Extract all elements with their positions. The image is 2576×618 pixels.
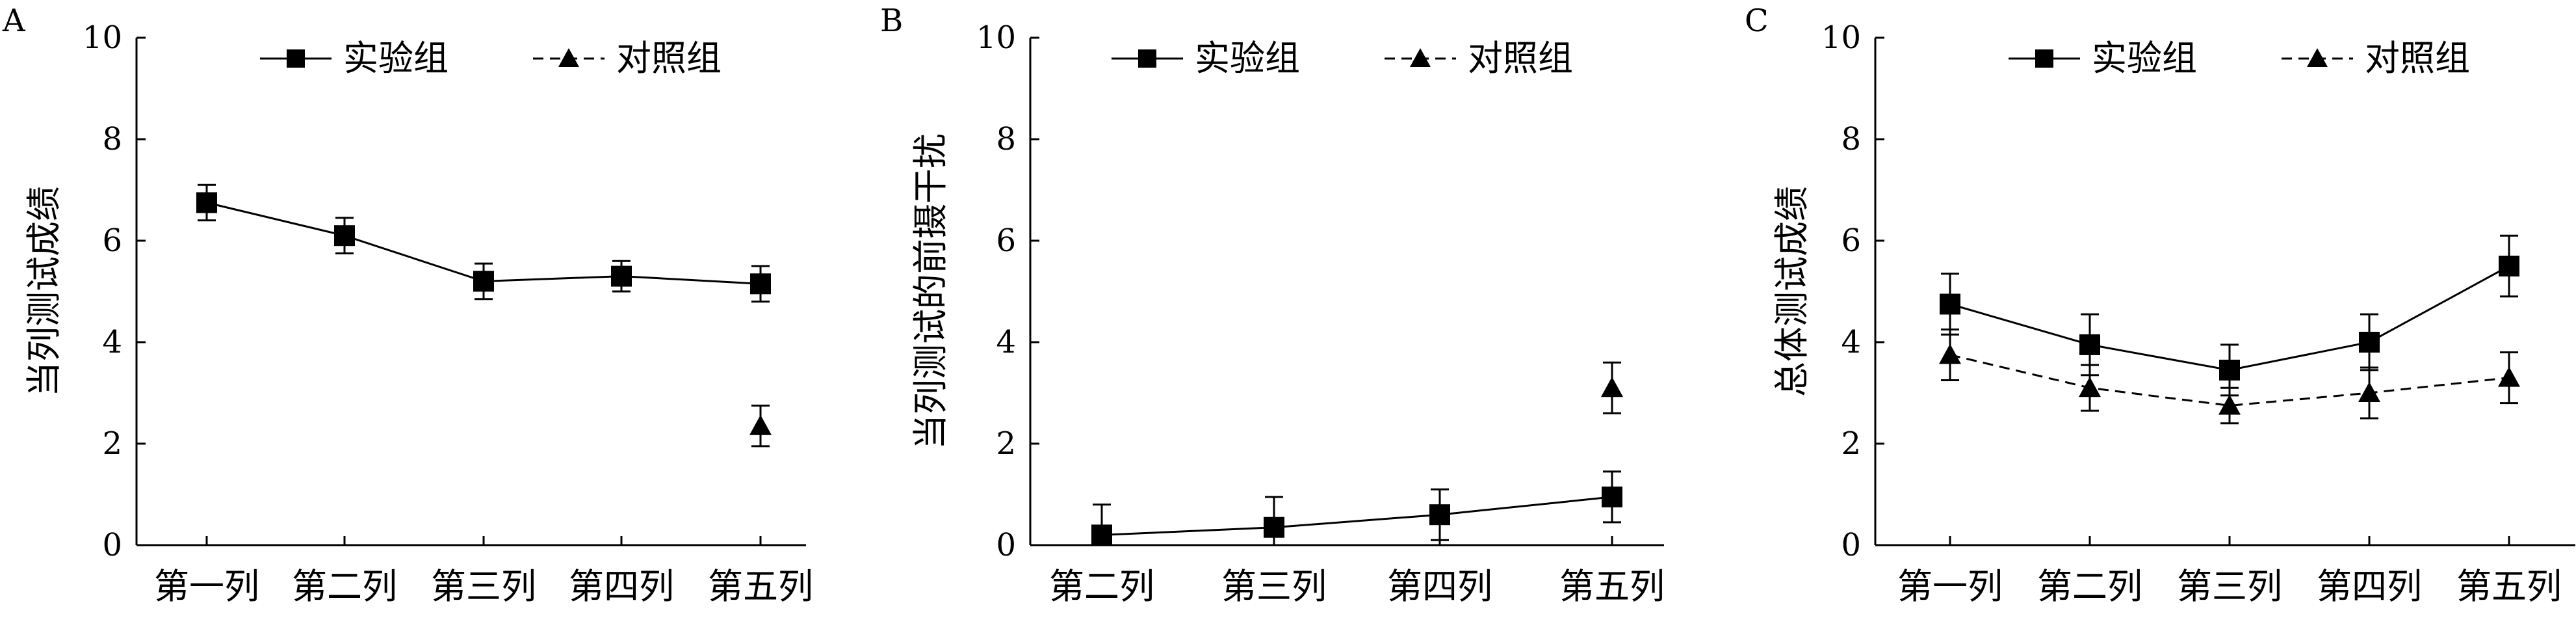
data-point-square: [334, 225, 355, 247]
y-tick-label: 4: [996, 324, 1016, 360]
legend-marker-triangle: [1410, 48, 1431, 67]
y-tick-label: 0: [996, 527, 1016, 563]
legend-marker-square: [287, 49, 305, 68]
legend-label: 对照组: [2365, 38, 2470, 79]
legend: 实验组 对照组: [1112, 38, 1573, 79]
legend: 实验组 对照组: [260, 38, 722, 79]
chart-panel-b: B 0 2 4 6 8 10 第二列 第三列 第四列 第五列 当列测试的前摄干扰 实验组 对照组: [880, 3, 1665, 607]
legend: 实验组 对照组: [2009, 38, 2470, 79]
legend-marker-triangle: [558, 48, 579, 67]
y-tick-label: 8: [1841, 121, 1861, 157]
y-tick-label: 6: [1841, 222, 1861, 259]
data-point-square: [1940, 293, 1960, 315]
x-tick-label: 第五列: [2456, 566, 2562, 607]
legend-label: 对照组: [1468, 38, 1573, 79]
x-tick-label: 第五列: [708, 566, 813, 607]
y-axis-title: 当列测试的前摄干扰: [910, 133, 951, 450]
y-tick-label: 10: [1821, 20, 1861, 56]
data-point-square: [1091, 524, 1112, 546]
data-point-triangle: [2218, 394, 2241, 415]
y-tick-label: 8: [102, 121, 122, 157]
panel-label: C: [1745, 3, 1769, 39]
legend-label: 对照组: [616, 38, 722, 79]
x-tick-label: 第一列: [154, 566, 259, 607]
data-point-square: [2359, 332, 2380, 353]
data-point-triangle: [2498, 366, 2520, 387]
y-tick-label: 0: [102, 527, 122, 563]
x-tick-label: 第四列: [1387, 566, 1492, 607]
data-point-triangle: [1601, 377, 1623, 397]
y-tick-label: 2: [996, 425, 1016, 462]
legend-label: 实验组: [2092, 38, 2197, 79]
legend-label: 实验组: [343, 38, 449, 79]
y-tick-label: 6: [996, 222, 1016, 259]
data-point-square: [2499, 256, 2519, 276]
legend-marker-square: [1138, 49, 1156, 68]
chart-panel-c: C 0 2 4 6 8 10 第一列 第二列 第三列 第四列 第五列 总体测试成绩 实验组 对照组: [1745, 3, 2575, 607]
data-point-square: [196, 192, 217, 213]
y-tick-label: 4: [102, 324, 122, 360]
y-tick-label: 8: [996, 121, 1016, 157]
series-experimental: [1091, 470, 1622, 546]
series-experimental: [196, 183, 771, 303]
x-tick-label: 第四列: [569, 566, 674, 607]
data-point-triangle: [2079, 377, 2101, 397]
data-point-square: [2219, 359, 2240, 381]
series-experimental: [1940, 234, 2519, 397]
y-tick-label: 6: [102, 222, 122, 259]
y-tick-label: 0: [1841, 527, 1861, 563]
series-control: [1939, 329, 2520, 425]
x-tick-label: 第三列: [431, 566, 536, 607]
y-tick-label: 2: [1841, 425, 1861, 462]
x-tick-label: 第一列: [1897, 566, 2003, 607]
x-tick-label: 第五列: [1559, 566, 1665, 607]
x-tick-label: 第四列: [2317, 566, 2422, 607]
y-tick-label: 10: [976, 20, 1016, 56]
data-point-square: [1264, 517, 1284, 538]
y-tick-label: 10: [83, 20, 122, 56]
series-control: [1601, 361, 1623, 414]
data-point-triangle: [1939, 343, 1961, 364]
x-tick-label: 第二列: [1049, 566, 1154, 607]
series-line: [1101, 496, 1613, 536]
data-point-square: [611, 265, 632, 287]
data-point-square: [2079, 334, 2100, 355]
panel-label: B: [880, 3, 903, 39]
data-point-square: [1429, 504, 1450, 526]
x-tick-label: 第三列: [1221, 566, 1327, 607]
legend-marker-triangle: [2307, 48, 2328, 67]
y-axis-title: 总体测试成绩: [1771, 186, 1812, 397]
series-control: [749, 405, 772, 448]
panel-label: A: [2, 3, 26, 39]
y-tick-label: 2: [102, 425, 122, 462]
data-point-triangle: [2358, 382, 2380, 402]
legend-label: 实验组: [1195, 38, 1300, 79]
data-point-square: [750, 273, 771, 295]
data-point-square: [1602, 486, 1622, 507]
chart-panel-a: A 0 2 4 6 8 10 第一列 第二列 第三列 第四列 第五列 当列测试成绩 实验组 对照组: [2, 3, 813, 607]
legend-marker-square: [2035, 49, 2053, 68]
x-tick-label: 第二列: [292, 566, 397, 607]
data-point-triangle: [749, 414, 772, 435]
x-tick-label: 第二列: [2037, 566, 2142, 607]
y-tick-label: 4: [1841, 324, 1861, 360]
data-point-square: [473, 271, 494, 292]
x-tick-label: 第三列: [2177, 566, 2282, 607]
y-axis-title: 当列测试成绩: [23, 186, 64, 397]
